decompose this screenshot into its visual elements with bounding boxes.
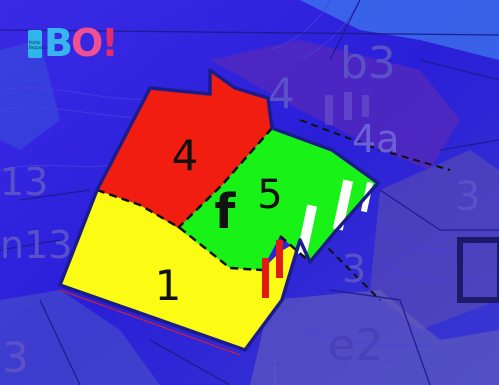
plot-label-5: 5 [257,172,282,218]
map-square-marker [457,237,499,303]
bg-label-3-mid: 3 [342,247,366,291]
bg-label-3-right: 3 [455,174,480,220]
plot-label-f: f [215,184,237,240]
internal-divisions [96,127,311,272]
dashed-boundaries [299,119,451,301]
background-labels: 4 b3 4a 13 n13 3 3 3 e2 i [0,38,480,385]
terrain-area-purple [210,40,460,170]
terrain-area-left [0,40,60,150]
bg-label-e2: e2 [328,320,383,371]
logo-letter: B [44,21,73,65]
plot-label-4: 4 [172,131,199,180]
terrain-area-right [370,150,499,330]
terrain-area-bottom-left [0,290,160,385]
terrain-area-bottom [250,290,499,385]
logo-badge: Portal Bezpečnosti [28,30,54,58]
bg-label-4: 4 [268,69,295,118]
terrain-area-top-right [300,0,499,60]
boundary-red-edge [59,289,241,356]
bg-label-b3: b3 [340,38,396,89]
bg-label-13: 13 [0,160,48,204]
subject-boundary [58,68,380,352]
plot-1[interactable] [60,190,300,350]
bg-label-4a: 4a [352,117,399,161]
bg-label-n13: n13 [0,223,72,267]
logo-letter: O [70,21,103,65]
plot-label-1: 1 [155,261,182,310]
plot-5[interactable] [178,128,378,270]
hatch-marks [262,92,374,298]
logo-wordmark: BO! [44,21,119,65]
app-logo[interactable]: Portal Bezpečnosti BO! [28,21,119,65]
bg-label-3-bottom-left: 3 [2,333,29,382]
logo-letter: ! [101,21,118,65]
logo-badge-text: Portal Bezpečnosti [29,40,54,50]
bg-label-i: i [270,354,279,385]
